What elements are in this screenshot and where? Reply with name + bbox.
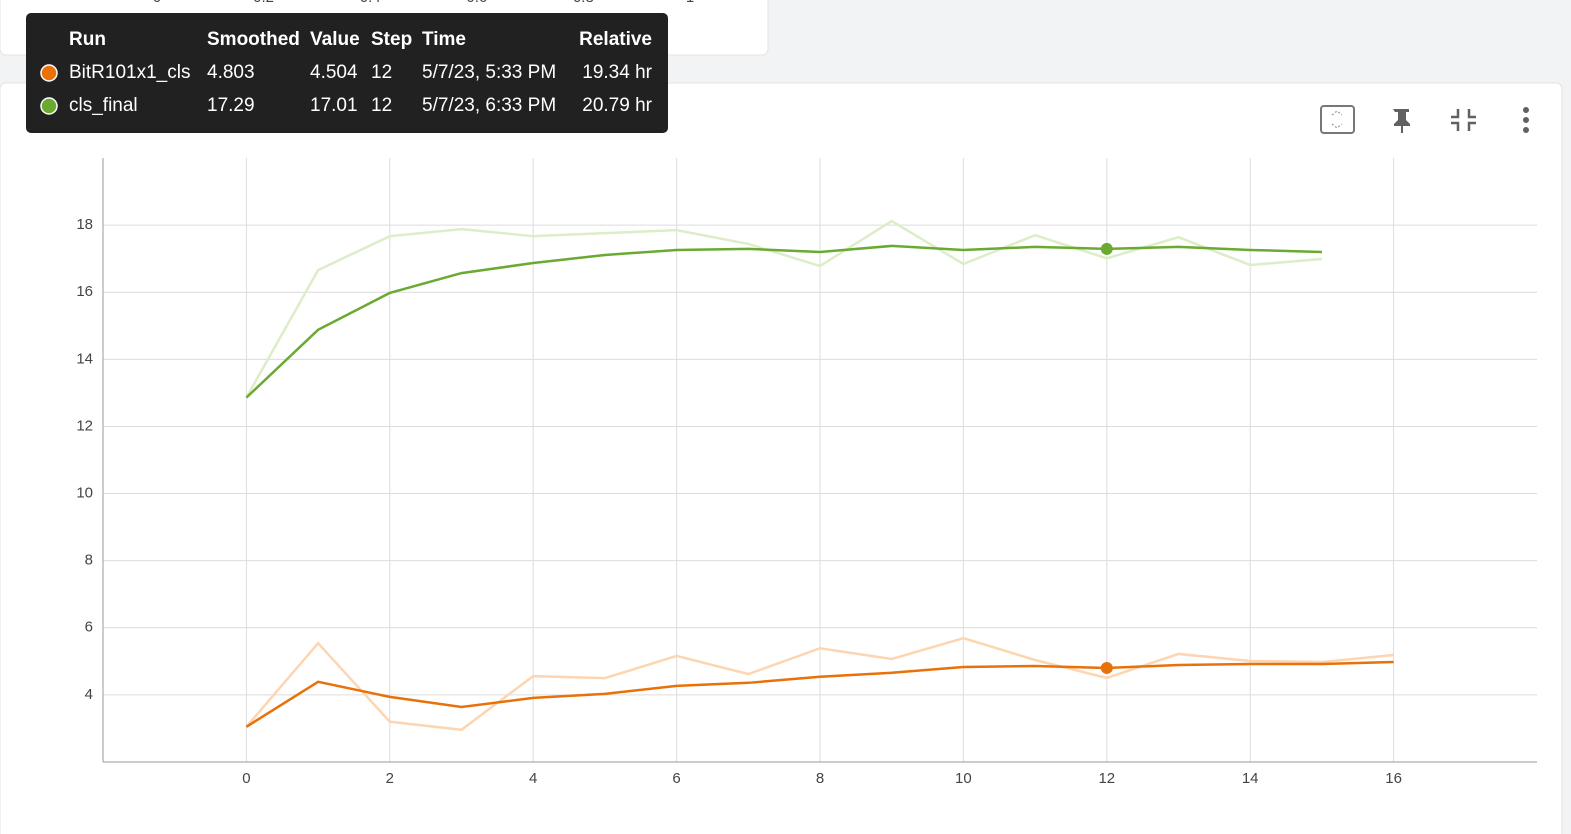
x-tick-label: 14: [1242, 770, 1259, 787]
top-x-tick-label: 0.6: [466, 0, 487, 6]
y-tick-label: 6: [85, 619, 93, 636]
x-tick-label: 12: [1098, 770, 1115, 787]
tooltip-cell: 4.504: [310, 62, 358, 83]
x-tick-label: 0: [242, 770, 250, 787]
tooltip-cell: 20.79 hr: [582, 95, 652, 116]
y-tick-label: 8: [85, 552, 93, 569]
y-tick-label: 12: [76, 417, 93, 434]
x-tick-label: 8: [816, 770, 824, 787]
collapse-button[interactable]: [1451, 109, 1476, 131]
y-tick-label: 10: [76, 485, 93, 502]
hover-point: [1100, 661, 1113, 674]
chart-card: [0, 82, 1563, 834]
top-x-tick-label: 0: [153, 0, 161, 6]
tooltip-header: Relative: [579, 29, 652, 50]
tooltip-header: Run: [69, 29, 106, 50]
x-tick-label: 4: [529, 770, 537, 787]
tooltip: Run Smoothed Value Step Time Relative BitR101x…: [26, 13, 668, 133]
toolbar: [1320, 105, 1529, 134]
fit-button[interactable]: [1320, 105, 1355, 134]
tooltip-header: Time: [422, 29, 466, 50]
tooltip-header: Smoothed: [207, 29, 300, 50]
top-x-tick-label: 0.8: [573, 0, 594, 6]
top-x-tick-label: 1: [686, 0, 694, 6]
x-tick-label: 10: [955, 770, 972, 787]
y-tick-label: 16: [76, 283, 93, 300]
plot: 4 6 8 10 12 14 16 18 0 2 4 6 8 10 12 14 16: [76, 158, 1537, 787]
x-tick-label: 6: [672, 770, 680, 787]
x-tick-label: 16: [1385, 770, 1402, 787]
more-button[interactable]: [1523, 107, 1529, 133]
tooltip-cell: 4.803: [207, 62, 255, 83]
raw-line: [245, 636, 1394, 732]
tooltip-cell: 12: [371, 62, 392, 83]
smoothed-line: [245, 244, 1322, 399]
run-name: cls_final: [69, 95, 138, 116]
y-tick-label: 18: [76, 216, 93, 233]
tooltip-cell: 5/7/23, 6:33 PM: [422, 95, 556, 116]
smoothed-line: [245, 660, 1394, 728]
y-tick-label: 4: [85, 686, 93, 703]
tooltip-cell: 19.34 hr: [582, 62, 652, 83]
top-x-tick-label: 0.2: [253, 0, 274, 6]
tooltip-cell: 17.01: [310, 95, 358, 116]
tooltip-cell: 5/7/23, 5:33 PM: [422, 62, 556, 83]
hover-point: [1100, 242, 1113, 255]
top-x-tick-label: 0.4: [360, 0, 381, 6]
tooltip-cell: 17.29: [207, 95, 255, 116]
tooltip-cell: 12: [371, 95, 392, 116]
x-tick-label: 2: [386, 770, 394, 787]
pin-button[interactable]: [1393, 109, 1410, 133]
tooltip-header: Step: [371, 29, 412, 50]
run-name: BitR101x1_cls: [69, 62, 190, 83]
y-tick-label: 14: [76, 350, 93, 367]
run-swatch: [40, 97, 58, 115]
run-swatch: [40, 64, 58, 82]
tooltip-header: Value: [310, 29, 360, 50]
